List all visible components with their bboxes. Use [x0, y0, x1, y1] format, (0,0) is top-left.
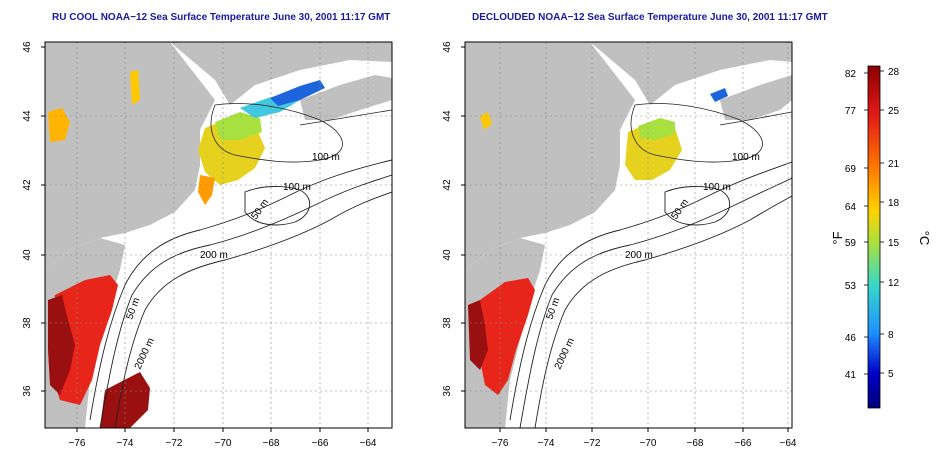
- c-tick-label: 18: [888, 198, 900, 209]
- f-tick-label: 41: [845, 370, 857, 381]
- x-tick-label: −70: [215, 438, 232, 449]
- sst-chesapeake-warm: [478, 278, 535, 395]
- y-tick-label: 36: [442, 385, 453, 397]
- sst-coast-blue: [270, 80, 325, 106]
- left-panel-title: RU COOL NOAA−12 Sea Surface Temperature …: [52, 12, 391, 23]
- contour-label: 100 m: [283, 182, 311, 193]
- y-tick-label: 38: [22, 317, 33, 329]
- f-tick-label: 64: [845, 202, 857, 213]
- c-tick-label: 28: [888, 67, 900, 78]
- land-west: [465, 42, 635, 270]
- x-tick-label: −76: [492, 438, 509, 449]
- sst-coast-blue: [710, 88, 728, 102]
- contour-200m: [99, 174, 392, 428]
- contour-label: 100 m: [732, 152, 760, 163]
- sst-south-coast-orange: [198, 175, 215, 205]
- contour-label: 2000 m: [133, 336, 157, 371]
- unit-celsius-label: °C: [917, 231, 932, 246]
- sst-south-hot: [100, 372, 150, 428]
- y-tick-label: 44: [442, 110, 453, 122]
- y-tick-label: 44: [22, 110, 33, 122]
- c-tick-label: 12: [888, 278, 900, 289]
- land-north: [465, 42, 792, 105]
- contour-2000m: [534, 195, 792, 428]
- x-tick-label: −74: [117, 438, 134, 449]
- sst-gulf-maine-green: [638, 118, 675, 140]
- c-tick-label: 8: [888, 330, 894, 341]
- c-tick-label: 5: [888, 369, 894, 380]
- colorbar-gradient: [867, 65, 881, 409]
- contour-label: 50 m: [544, 296, 562, 321]
- y-tick-label: 42: [442, 179, 453, 191]
- f-tick-label: 82: [845, 69, 857, 80]
- sst-gulf-maine-yellow: [625, 122, 682, 180]
- contour-200m: [519, 177, 792, 428]
- contour-2000m: [114, 191, 392, 428]
- land-nova-scotia: [300, 75, 392, 120]
- sst-gulf-maine-green: [215, 112, 262, 140]
- y-tick-label: 36: [22, 385, 33, 397]
- contour-label: 50 m: [124, 296, 142, 321]
- temperature-colorbar: 82 77 69 64 59 53 46 41 28 25 21 18 15 1…: [830, 65, 932, 409]
- y-tick-label: 42: [22, 179, 33, 191]
- land-nova-scotia: [720, 75, 792, 120]
- contour-gulf-maine: [630, 103, 763, 163]
- contour-label: 100 m: [703, 182, 731, 193]
- c-tick-label: 15: [888, 238, 900, 249]
- x-tick-label: −68: [687, 438, 704, 449]
- contour-coast: [509, 161, 792, 421]
- x-tick-label: −74: [538, 438, 555, 449]
- sst-nw-patch-yellow: [130, 70, 140, 105]
- x-tick-label: −72: [584, 438, 601, 449]
- contour-label: 2000 m: [553, 336, 577, 371]
- sst-chesapeake-hot: [468, 300, 488, 370]
- c-tick-label: 21: [888, 159, 900, 170]
- contour-label: 200 m: [200, 250, 228, 261]
- y-tick-label: 38: [442, 317, 453, 329]
- right-sst-map: 100 m 100 m 50 m 200 m 50 m 2000 m 46 44…: [442, 41, 797, 449]
- x-tick-label: −64: [780, 438, 797, 449]
- contour-scotian: [719, 111, 792, 126]
- x-tick-label: −68: [263, 438, 280, 449]
- x-tick-label: −70: [640, 438, 657, 449]
- unit-fahrenheit-label: °F: [830, 231, 845, 244]
- x-tick-label: −64: [360, 438, 377, 449]
- contour-georges: [664, 186, 730, 226]
- x-tick-label: −76: [69, 438, 86, 449]
- left-sst-map: 100 m 100 m 50 m 200 m 50 m 2000 m 46 44…: [22, 41, 393, 449]
- f-tick-label: 46: [845, 333, 857, 344]
- land-west: [45, 42, 215, 270]
- f-tick-label: 69: [845, 164, 857, 175]
- y-tick-label: 46: [442, 41, 453, 53]
- x-tick-label: −66: [312, 438, 329, 449]
- c-tick-label: 25: [888, 106, 900, 117]
- contour-label: 100 m: [312, 152, 340, 163]
- f-tick-label: 77: [845, 106, 857, 117]
- y-tick-label: 40: [22, 249, 33, 261]
- x-tick-label: −72: [166, 438, 183, 449]
- contour-georges: [244, 186, 310, 226]
- right-panel-title: DECLOUDED NOAA−12 Sea Surface Temperatur…: [472, 12, 828, 23]
- sst-nw-patch-yellow: [480, 112, 492, 130]
- x-tick-label: −66: [735, 438, 752, 449]
- f-tick-label: 53: [845, 281, 857, 292]
- f-tick-label: 59: [845, 238, 857, 249]
- contour-scotian: [299, 109, 392, 126]
- sst-nw-patch-orange: [48, 108, 70, 142]
- sst-chesapeake-hot: [48, 295, 75, 395]
- y-tick-label: 46: [22, 41, 33, 53]
- contour-label: 50 m: [669, 197, 691, 222]
- contour-gulf-maine: [210, 103, 343, 163]
- contour-label: 50 m: [249, 197, 271, 222]
- y-tick-label: 40: [442, 249, 453, 261]
- contour-coast: [89, 159, 392, 421]
- land-north: [45, 42, 392, 105]
- contour-label: 200 m: [625, 250, 653, 261]
